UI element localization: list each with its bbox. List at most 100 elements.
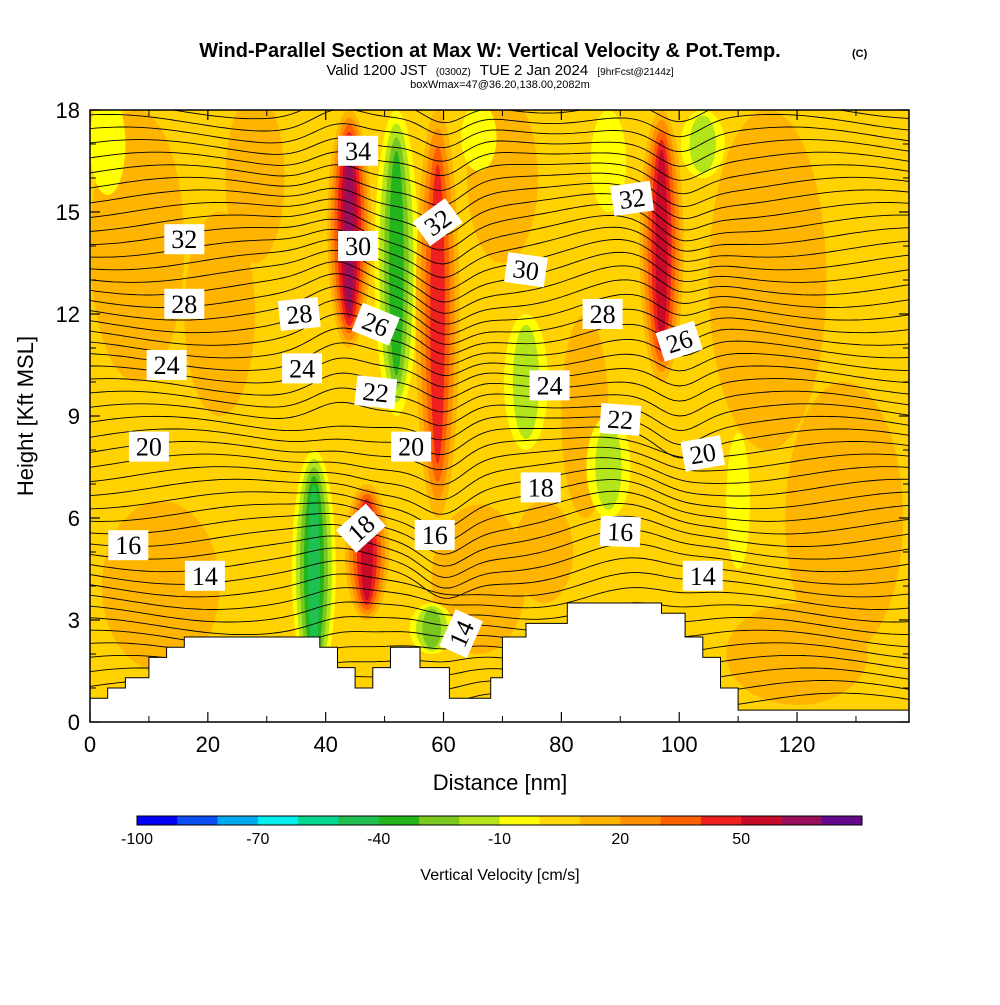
chart-subtitle: Valid 1200 JST (0300Z) TUE 2 Jan 2024 [9… [326,62,674,79]
x-tick-label: 100 [661,732,698,757]
contour-label: 22 [354,375,398,410]
contour-label: 28 [277,296,321,332]
y-tick-label: 18 [56,98,80,123]
colorbar-cell [700,816,742,825]
contour-label: 26 [655,320,703,362]
chart-title: Wind-Parallel Section at Max W: Vertical… [199,40,780,62]
colorbar-tick-label: -70 [246,831,269,848]
colorbar-tick-label: 50 [732,831,750,848]
y-tick-label: 6 [68,506,80,531]
contour-label-box [682,560,723,591]
isentrope-line [90,387,909,417]
contour-label: 22 [599,403,642,436]
contour-label-text: 20 [688,437,719,470]
velocity-band [422,608,442,649]
isentrope-line [90,415,909,446]
y-tick-label: 3 [68,608,80,633]
contour-label-text: 20 [136,433,162,462]
contour-label-text: 22 [606,405,634,436]
background-patch [514,501,574,603]
utc-time: (0300Z) [436,67,471,78]
x-tick-label: 120 [779,732,816,757]
isentrope-line [90,467,909,515]
colorbar-cell [338,816,380,825]
y-tick-label: 12 [56,302,80,327]
background-patch [708,110,827,450]
contour-label-box [520,472,561,503]
contour-label: 20 [128,431,169,462]
isentrope-line [90,162,909,195]
contour-label-box [164,224,205,255]
colorbar: -100 -70 -40 -10 20 50 [121,815,863,848]
isentrope-lines [90,110,909,710]
background-patch [184,212,255,416]
isentrope-line [90,215,909,265]
contour-label-text: 14 [192,562,218,591]
colorbar-tick-label: -10 [488,831,511,848]
velocity-band [689,115,716,173]
contour-label-text: 24 [537,371,563,400]
isentrope-line [90,239,909,291]
y-tick-label: 15 [56,200,80,225]
contour-label: 24 [146,350,187,380]
contour-label-text: 22 [361,377,390,409]
colorbar-tick-label: -40 [367,831,390,848]
colorbar-cell [821,816,863,825]
contour-label: 20 [391,431,432,462]
contour-label-text: 30 [511,254,541,286]
background-patch [785,382,904,654]
colorbar-cell [620,816,662,825]
colorbar-cell [741,816,782,825]
contour-label: 20 [680,435,726,472]
x-tick-label: 40 [313,732,337,757]
contour-label: 32 [164,224,205,255]
colorbar-cell [580,816,621,825]
isentrope-line [90,110,909,138]
contour-label-text: 28 [171,290,197,319]
contour-label-box [439,609,484,658]
contour-label-box [128,431,169,462]
background-patch [90,110,126,195]
contour-label: 16 [414,520,455,550]
velocity-band [595,424,622,510]
contour-label: 24 [282,353,323,384]
isentrope-line [90,249,909,303]
y-tick-label: 0 [68,710,80,735]
contour-label-text: 24 [154,351,180,380]
colorbar-title: Vertical Velocity [cm/s] [420,867,579,884]
isentrope-line [90,226,909,278]
contour-label-box [336,503,386,553]
isentrope-line [90,572,909,598]
isentrope-line [90,261,909,314]
valid-time: Valid 1200 JST [326,62,426,79]
colorbar-frame [136,815,863,826]
isentrope-line [90,299,909,345]
velocity-band [344,146,355,312]
colorbar-cell [499,816,541,825]
isentrope-line [90,313,909,355]
isentrope-line [90,587,909,610]
x-axis-title: Distance [nm] [433,770,568,795]
isentrope-line [90,557,909,599]
contour-label: 28 [164,288,205,319]
forecast-info: [9hrFcst@2144z] [597,67,674,78]
contour-label-box [599,403,642,436]
x-tick-label: 80 [549,732,573,757]
velocity-band [307,484,320,654]
isentrope-line [90,529,909,578]
contour-label-text: 28 [285,299,314,331]
contour-label: 34 [338,135,379,166]
contour-label-box [504,252,548,288]
colorbar-cell [539,816,581,825]
isentrope-line [90,357,909,388]
contour-label-text: 34 [345,137,371,166]
contour-label-box [277,296,321,332]
isentrope-line [90,372,909,402]
background-patch [726,603,868,705]
contour-label-box [610,180,654,217]
box-note: boxWmax=47@36.20,138.00,2082m [410,79,590,91]
velocity-band [655,149,668,343]
contour-label: 16 [108,530,149,561]
contour-label-box [680,435,726,472]
x-tick-label: 0 [84,732,96,757]
